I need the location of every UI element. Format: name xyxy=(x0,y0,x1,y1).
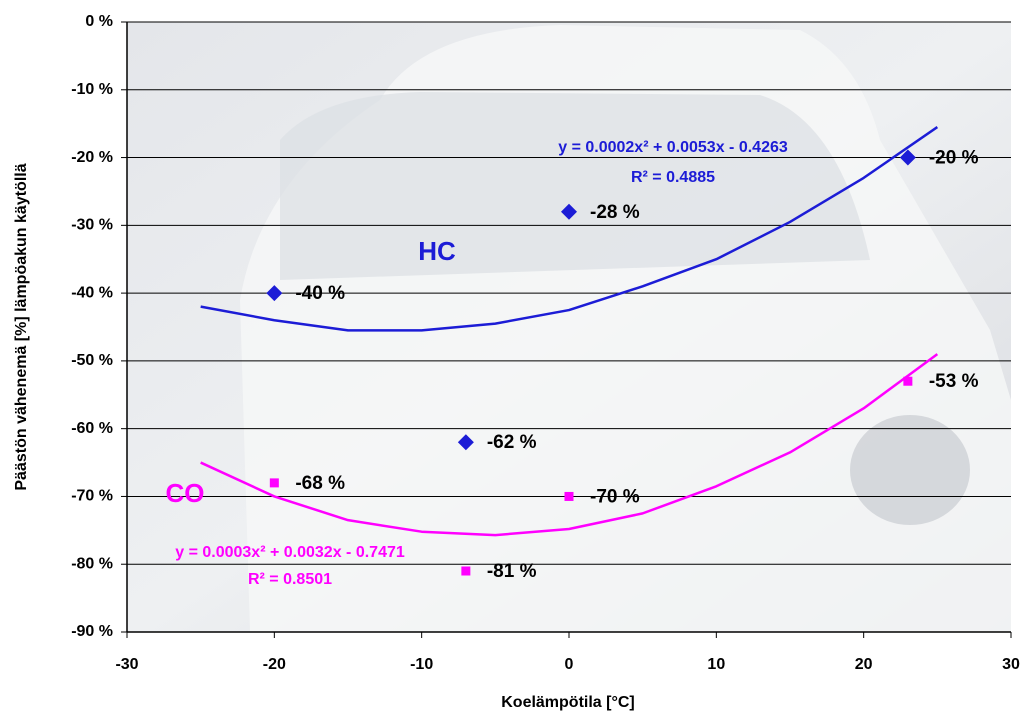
y-tick-label: -80 % xyxy=(71,555,113,572)
x-tick-label: 10 xyxy=(707,656,725,673)
y-tick-label: -60 % xyxy=(71,420,113,437)
series-label: HC xyxy=(418,236,456,266)
series-label: CO xyxy=(166,478,205,508)
data-point xyxy=(561,203,577,220)
trendline-equation: y = 0.0003x² + 0.0032x - 0.7471 xyxy=(175,544,405,561)
x-tick-label: -20 xyxy=(263,656,286,673)
data-label: -81 % xyxy=(487,561,537,582)
y-tick-label: -70 % xyxy=(71,488,113,505)
data-point xyxy=(903,376,913,386)
data-point xyxy=(266,285,283,302)
y-tick-label: -50 % xyxy=(71,352,113,369)
trendline-equation: y = 0.0002x² + 0.0053x - 0.4263 xyxy=(558,139,788,156)
y-tick-label: -30 % xyxy=(71,217,113,234)
data-point xyxy=(564,491,574,501)
x-tick-label: 0 xyxy=(565,656,574,673)
y-tick-label: -10 % xyxy=(71,81,113,98)
y-tick-label: -90 % xyxy=(71,623,113,640)
data-label: -20 % xyxy=(929,148,979,169)
plot: 0 % -10 % -20 % -30 % -40 % -50 % -60 % -70 % -8… xyxy=(71,13,1020,673)
x-tick-label: 30 xyxy=(1002,656,1020,673)
trendline xyxy=(200,126,939,332)
data-point xyxy=(269,478,279,488)
trendline-r2: R² = 0.8501 xyxy=(248,571,332,588)
headlight-shape xyxy=(850,415,970,525)
data-point xyxy=(461,566,471,576)
x-tick-label: 20 xyxy=(855,656,873,673)
y-tick-label: -20 % xyxy=(71,149,113,166)
data-point xyxy=(457,434,474,451)
x-axis-title: Koelämpötila [°C] xyxy=(501,694,635,711)
windshield-shape xyxy=(280,92,870,280)
data-point xyxy=(899,149,916,166)
data-label: -40 % xyxy=(295,283,345,304)
data-label: -70 % xyxy=(590,486,640,507)
y-tick-label: 0 % xyxy=(85,13,113,30)
y-axis-title: Päästön vähenemä [%] lämpöakun käytöllä xyxy=(13,163,30,490)
data-label: -28 % xyxy=(590,202,640,223)
y-tick-label: -40 % xyxy=(71,284,113,301)
x-tick-label: -30 xyxy=(115,656,138,673)
data-label: -62 % xyxy=(487,432,537,453)
trendline-r2: R² = 0.4885 xyxy=(631,169,715,186)
data-label: -68 % xyxy=(295,473,345,494)
data-label: -53 % xyxy=(929,371,979,392)
x-tick-label: -10 xyxy=(410,656,433,673)
trendline xyxy=(200,353,939,537)
